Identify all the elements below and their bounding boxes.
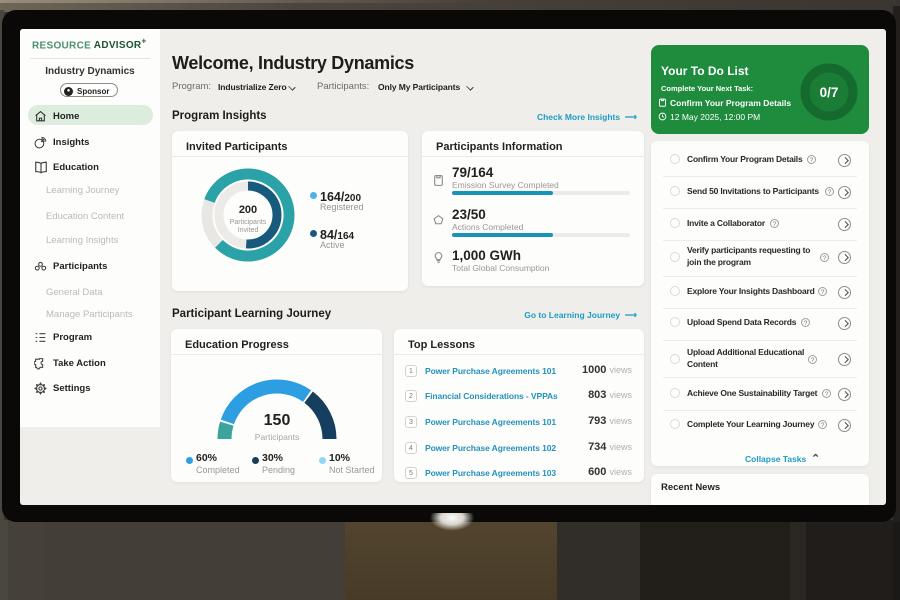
- svg-text:150: 150: [264, 412, 291, 429]
- svg-text:Participants: Participants: [230, 219, 267, 226]
- svg-text:Invited: Invited: [238, 227, 259, 234]
- svg-text:200: 200: [239, 204, 257, 216]
- svg-text:0/7: 0/7: [820, 85, 839, 100]
- svg-text:Participants: Participants: [255, 432, 299, 442]
